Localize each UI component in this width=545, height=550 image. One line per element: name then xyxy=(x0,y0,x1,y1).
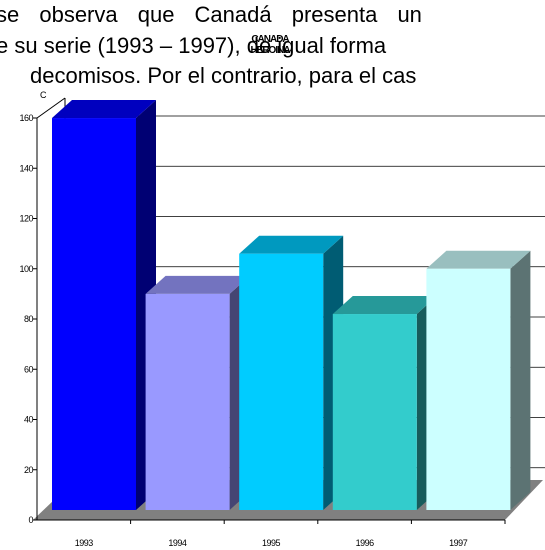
x-tick-label: 1995 xyxy=(262,538,281,548)
bar xyxy=(426,268,511,510)
bar xyxy=(145,293,230,510)
bar-top xyxy=(426,250,531,269)
chart-subtitle: HEROINA xyxy=(250,45,290,56)
y-tick-label: 140 xyxy=(19,163,33,173)
doc-line: e su serie (1993 – 1997), de igual forma xyxy=(0,33,387,58)
y-tick-label: 120 xyxy=(19,214,33,224)
bar-side xyxy=(510,250,531,511)
axis-line xyxy=(36,97,66,119)
chart-title: CANADA xyxy=(251,34,289,45)
y-tick-label: 20 xyxy=(24,465,34,475)
bar-top xyxy=(145,275,250,294)
y-tick-label: 40 xyxy=(24,415,34,425)
y-tick-label: 0 xyxy=(28,515,33,525)
y-tick-label: 100 xyxy=(19,264,33,274)
x-tick-label: 1994 xyxy=(168,538,187,548)
x-tick-label: 1993 xyxy=(75,538,94,548)
bar xyxy=(239,253,324,510)
y-tick-label: 80 xyxy=(24,314,34,324)
y-tick-label: 160 xyxy=(19,113,33,123)
y-tick-label: 60 xyxy=(24,364,34,374)
bar-top xyxy=(239,235,344,254)
doc-line: decomisos. Por el contrario, para el cas xyxy=(30,63,417,88)
x-tick-label: 1996 xyxy=(356,538,375,548)
y-axis-label: C xyxy=(40,90,47,100)
bar-top xyxy=(332,296,437,315)
bar xyxy=(332,314,417,510)
x-tick-label: 1997 xyxy=(449,538,468,548)
bar xyxy=(52,118,136,511)
bar-top xyxy=(52,100,156,119)
doc-line: se observa que Canadá presenta un xyxy=(0,2,422,27)
